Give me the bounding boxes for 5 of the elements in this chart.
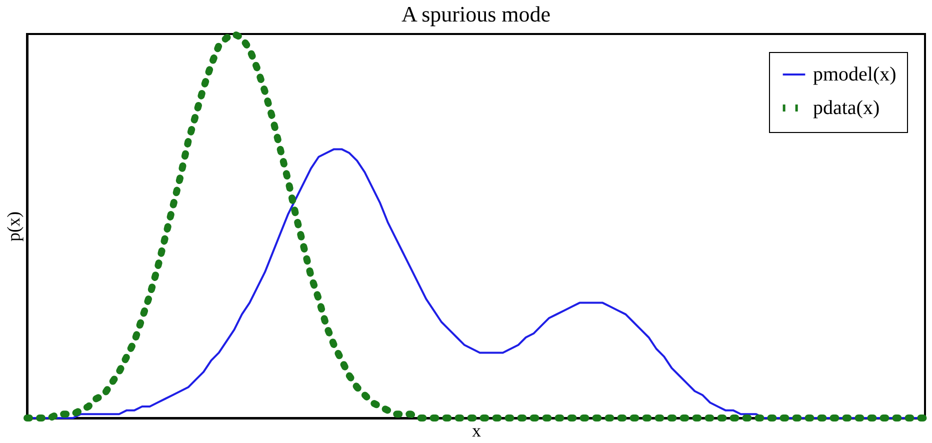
legend-label: pmodel(x) [813, 64, 896, 86]
x-axis-title: x [472, 420, 481, 440]
y-axis-title: p(x) [4, 212, 24, 242]
legend-label: pdata(x) [813, 97, 880, 119]
chart-title: A spurious mode [401, 2, 551, 26]
